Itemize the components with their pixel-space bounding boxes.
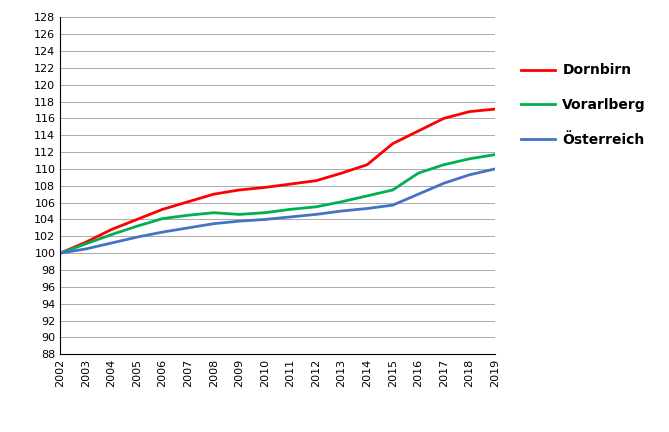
Österreich (209, 221, 217, 226)
Dornbirn (184, 199, 192, 204)
Österreich (107, 241, 115, 246)
Vorarlberg (235, 212, 244, 217)
Dornbirn (466, 109, 474, 114)
Vorarlberg (440, 162, 448, 167)
Österreich (261, 217, 269, 222)
Österreich (338, 209, 346, 214)
Vorarlberg (338, 199, 346, 204)
Österreich (312, 212, 320, 217)
Dornbirn (363, 162, 371, 167)
Vorarlberg (414, 171, 422, 176)
Österreich (235, 219, 244, 224)
Österreich (440, 181, 448, 186)
Dornbirn (159, 207, 167, 212)
Line: Österreich: Österreich (60, 169, 495, 253)
Dornbirn (286, 181, 294, 187)
Vorarlberg (56, 251, 64, 256)
Österreich (414, 192, 422, 197)
Vorarlberg (261, 210, 269, 215)
Dornbirn (414, 128, 422, 133)
Vorarlberg (184, 213, 192, 218)
Dornbirn (235, 187, 244, 193)
Dornbirn (491, 107, 499, 112)
Vorarlberg (107, 232, 115, 237)
Vorarlberg (466, 156, 474, 162)
Vorarlberg (491, 152, 499, 157)
Österreich (491, 166, 499, 172)
Österreich (286, 214, 294, 219)
Österreich (389, 203, 397, 208)
Österreich (56, 251, 64, 256)
Österreich (466, 172, 474, 178)
Österreich (82, 246, 90, 251)
Österreich (159, 229, 167, 235)
Vorarlberg (363, 193, 371, 198)
Vorarlberg (312, 204, 320, 210)
Dornbirn (338, 171, 346, 176)
Österreich (133, 235, 141, 240)
Österreich (363, 206, 371, 211)
Dornbirn (261, 185, 269, 190)
Legend: Dornbirn, Vorarlberg, Österreich: Dornbirn, Vorarlberg, Österreich (515, 58, 652, 152)
Dornbirn (440, 116, 448, 121)
Line: Vorarlberg: Vorarlberg (60, 155, 495, 253)
Line: Dornbirn: Dornbirn (60, 109, 495, 253)
Dornbirn (82, 240, 90, 245)
Dornbirn (107, 227, 115, 232)
Vorarlberg (286, 207, 294, 212)
Vorarlberg (209, 210, 217, 215)
Vorarlberg (82, 241, 90, 247)
Dornbirn (312, 178, 320, 183)
Vorarlberg (133, 224, 141, 229)
Österreich (184, 226, 192, 231)
Dornbirn (389, 141, 397, 146)
Vorarlberg (159, 216, 167, 221)
Dornbirn (209, 192, 217, 197)
Vorarlberg (389, 187, 397, 193)
Dornbirn (133, 217, 141, 222)
Dornbirn (56, 251, 64, 256)
